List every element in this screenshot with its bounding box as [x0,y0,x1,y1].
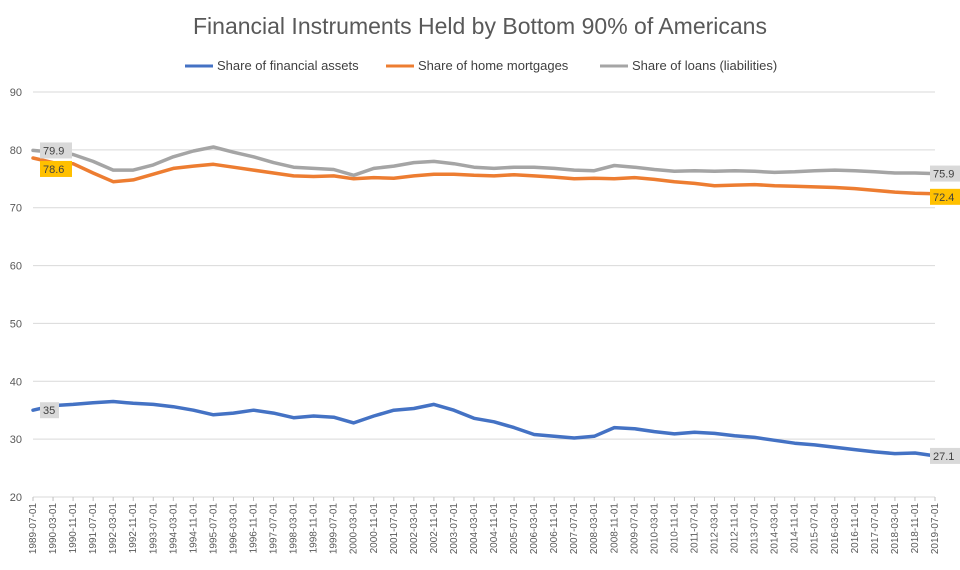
first-label-loans-text: 79.9 [43,145,64,157]
y-axis-ticks: 20 30 40 50 60 70 80 90 [10,87,22,504]
last-label-loans-box [930,165,960,182]
x-tick-label: 2010-11-01 [669,503,680,554]
last-label-financial-assets-text: 27.1 [933,451,954,463]
x-tick-label: 2012-03-01 [710,503,721,555]
x-tick-label: 1995-07-01 [208,503,219,555]
x-tick-label: 2009-07-01 [629,503,640,555]
x-tick-label: 2003-07-01 [449,503,460,555]
x-tick-label: 2007-07-01 [569,503,580,555]
x-tick-label: 1998-11-01 [309,503,320,554]
y-tick-label: 80 [10,145,22,157]
y-tick-label: 30 [10,434,22,446]
last-label-financial-assets: 27.1 [930,447,960,464]
first-label-financial-assets: 35 [40,402,59,419]
x-tick-label: 1994-03-01 [168,503,179,555]
y-tick-label: 40 [10,376,22,388]
x-tick-label: 2014-03-01 [770,503,781,555]
x-tick-label: 2018-03-01 [890,503,901,555]
legend: Share of financial assets Share of home … [185,58,777,73]
y-tick-label: 90 [10,87,22,99]
x-tick-label: 2019-07-01 [930,503,941,555]
x-tick-label: 2000-03-01 [349,503,360,555]
x-tick-label: 1998-03-01 [289,503,300,555]
x-tick-label: 2002-11-01 [429,503,440,554]
first-label-loans-box [40,142,72,159]
series-line-loans [31,145,937,178]
first-label-home-mortgages: 78.6 [40,160,72,177]
x-tick-label: 1990-11-01 [68,503,79,554]
x-tick-label: 1999-07-01 [329,503,340,555]
x-tick-label: 2011-07-01 [689,503,700,554]
y-tick-label: 60 [10,261,22,273]
gridlines [33,91,935,498]
x-tick-label: 2013-07-01 [750,503,761,555]
x-tick-label: 1997-07-01 [269,503,280,555]
last-label-loans-text: 75.9 [933,169,954,181]
y-tick-label: 50 [10,318,22,330]
x-tick-label: 1993-07-01 [148,503,159,555]
last-label-loans: 75.9 [930,165,960,182]
y-tick-label: 20 [10,492,22,504]
first-label-home-mortgages-box [40,160,72,177]
x-tick-label: 2001-07-01 [389,503,400,555]
x-tick-label: 2016-11-01 [850,503,861,554]
x-tick-label: 2017-07-01 [870,503,881,555]
series-line-financial-assets [31,399,937,458]
x-tick-label: 2018-11-01 [910,503,921,554]
x-tick-label: 2006-03-01 [529,503,540,555]
last-label-financial-assets-box [930,447,960,464]
series-line-home-mortgages [31,156,937,196]
legend-label-home-mortgages: Share of home mortgages [418,58,569,73]
x-tick-label: 1994-11-01 [188,503,199,554]
chart-title: Financial Instruments Held by Bottom 90%… [193,13,767,39]
legend-item-home-mortgages: Share of home mortgages [386,58,569,73]
x-tick-label: 2016-03-01 [830,503,841,555]
x-tick-label: 2015-07-01 [810,503,821,555]
y-tick-label: 70 [10,203,22,215]
x-tick-label: 1991-07-01 [88,503,99,555]
x-tick-label: 1990-03-01 [48,503,59,555]
x-tick-label: 1989-07-01 [28,503,39,555]
x-tick-label: 2004-03-01 [469,503,480,555]
legend-item-loans: Share of loans (liabilities) [600,58,777,73]
x-tick-label: 2008-11-01 [609,503,620,554]
x-tick-label: 2010-03-01 [649,503,660,555]
legend-item-financial-assets: Share of financial assets [185,58,359,73]
x-tick-label: 1992-11-01 [128,503,139,554]
x-tick-label: 1996-11-01 [248,503,259,554]
first-label-home-mortgages-text: 78.6 [43,164,64,176]
x-tick-label: 2004-11-01 [489,503,500,554]
data-labels: 35 79.9 78.6 27.1 75.9 72.4 [40,142,960,464]
last-label-home-mortgages-text: 72.4 [933,192,954,204]
x-tick-label: 2000-11-01 [369,503,380,554]
x-tick-label: 2006-11-01 [549,503,560,554]
x-tick-label: 2008-03-01 [589,503,600,555]
first-label-financial-assets-text: 35 [43,405,55,417]
x-tick-label: 1992-03-01 [108,503,119,555]
x-tick-label: 1996-03-01 [228,503,239,555]
series-lines [31,145,937,458]
legend-label-loans: Share of loans (liabilities) [632,58,777,73]
x-tick-label: 2012-11-01 [730,503,741,554]
x-tick-label: 2014-11-01 [790,503,801,554]
x-tick-label: 2005-07-01 [509,503,520,555]
last-label-home-mortgages-box [930,188,960,205]
x-axis-ticks: 1989-07-01 1990-03-01 1990-11-01 1991-07-01… [28,497,941,554]
legend-label-financial-assets: Share of financial assets [217,58,359,73]
first-label-loans: 79.9 [40,142,72,159]
x-tick-label: 2002-03-01 [409,503,420,555]
first-label-financial-assets-box [40,402,59,419]
last-label-home-mortgages: 72.4 [930,188,960,205]
